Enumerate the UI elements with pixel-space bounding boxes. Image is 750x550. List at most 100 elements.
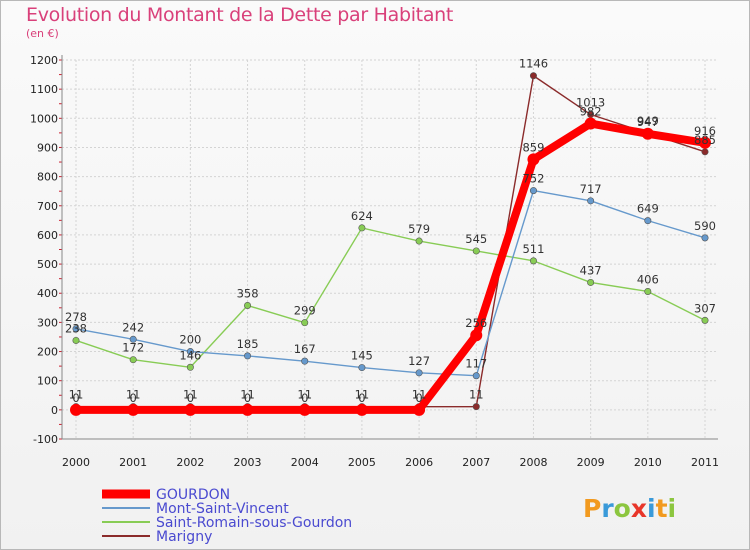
y-tick-label: 800	[37, 171, 58, 184]
data-label: 146	[179, 348, 201, 362]
y-tick-label: 400	[37, 287, 58, 300]
data-point	[129, 356, 137, 364]
data-point	[244, 352, 252, 360]
data-label: 11	[183, 388, 198, 402]
data-label: 145	[351, 349, 373, 363]
data-label: 916	[694, 124, 716, 138]
x-tick-label: 2004	[291, 456, 319, 469]
data-point	[186, 363, 194, 371]
data-point	[641, 127, 654, 140]
data-label: 1013	[576, 96, 605, 110]
data-label: 11	[297, 388, 312, 402]
y-tick-label: 600	[37, 229, 58, 242]
data-point	[584, 117, 597, 130]
legend-label: Mont-Saint-Vincent	[156, 501, 289, 517]
data-point	[587, 197, 595, 205]
data-point	[241, 403, 254, 416]
x-tick-label: 2002	[176, 456, 204, 469]
data-label: 0	[72, 391, 79, 405]
data-label: 185	[237, 337, 259, 351]
data-label: 172	[122, 341, 144, 355]
data-label: 0	[415, 391, 422, 405]
data-point	[529, 257, 537, 265]
x-tick-label: 2006	[405, 456, 433, 469]
data-point	[415, 369, 423, 377]
data-label: 0	[244, 391, 251, 405]
x-tick-label: 2008	[519, 456, 547, 469]
data-label: 242	[122, 320, 144, 334]
data-point	[301, 357, 309, 365]
data-point	[415, 237, 423, 245]
data-label: 1146	[519, 57, 548, 71]
data-label: 982	[580, 105, 602, 119]
series-line-saint-romain-sous-gourdon	[75, 227, 706, 368]
y-tick-label: 700	[37, 200, 58, 213]
proxiti-logo-text: Proxiti	[583, 494, 676, 523]
data-labels-layer: 0 0 0 0 0 0 0 256 859 982 947 916 278 242 200 185 167 145…	[65, 57, 716, 405]
legend-label: Saint-Romain-sous-Gourdon	[156, 515, 352, 531]
data-point	[301, 319, 309, 327]
data-label: 885	[694, 133, 716, 147]
series-line-gourdon	[72, 119, 709, 414]
x-tick-label: 2005	[348, 456, 376, 469]
x-tick-label: 2000	[62, 456, 90, 469]
data-label: 0	[358, 391, 365, 405]
series-line-mont-saint-vincent	[75, 189, 706, 377]
y-tick-label: 100	[37, 375, 58, 388]
data-point	[355, 403, 368, 416]
x-tick-label: 2003	[234, 456, 262, 469]
y-tick-label: 300	[37, 316, 58, 329]
data-label: 238	[65, 321, 87, 335]
data-point	[72, 325, 80, 333]
data-label: 545	[465, 232, 487, 246]
axes-layer: -100010020030040050060070080090010001100…	[30, 54, 719, 469]
y-tick-label: 500	[37, 258, 58, 271]
data-point	[701, 148, 709, 156]
x-tick-label: 2011	[691, 456, 719, 469]
data-label: 649	[637, 202, 659, 216]
data-point	[358, 224, 366, 232]
data-point	[587, 278, 595, 286]
data-label: 256	[465, 316, 487, 330]
data-label: 11	[469, 388, 484, 402]
data-label: 167	[294, 342, 316, 356]
data-point	[644, 287, 652, 295]
y-tick-label: 1100	[30, 83, 58, 96]
data-label: 11	[412, 388, 427, 402]
y-tick-label: 900	[37, 141, 58, 154]
data-label: 127	[408, 354, 430, 368]
data-point	[413, 403, 426, 416]
data-label: 437	[580, 263, 602, 277]
data-point	[129, 335, 137, 343]
proxiti-logo: Proxiti	[583, 494, 676, 523]
data-point	[701, 234, 709, 242]
data-point	[472, 247, 480, 255]
data-label: 406	[637, 272, 659, 286]
data-label: 717	[580, 182, 602, 196]
data-label: 11	[69, 388, 84, 402]
y-tick-label: 200	[37, 346, 58, 359]
data-point	[127, 403, 140, 416]
grid-layer	[62, 59, 718, 440]
legend-label: Marigny	[156, 529, 212, 545]
data-point	[184, 403, 197, 416]
data-point	[472, 403, 480, 411]
data-label: 299	[294, 304, 316, 318]
chart-title: Evolution du Montant de la Dette par Hab…	[26, 4, 454, 26]
data-label: 11	[240, 388, 255, 402]
data-label: 0	[130, 391, 137, 405]
data-label: 358	[237, 286, 259, 300]
data-label: 0	[187, 391, 194, 405]
data-point	[186, 348, 194, 356]
data-label: 859	[522, 140, 544, 154]
data-point	[699, 136, 711, 149]
data-label: 949	[637, 114, 659, 128]
data-label: 278	[65, 310, 87, 324]
data-label: 590	[694, 219, 716, 233]
data-label: 307	[694, 301, 716, 315]
data-label: 511	[522, 242, 544, 256]
legend-label: GOURDON	[156, 487, 230, 503]
data-point	[472, 372, 480, 380]
